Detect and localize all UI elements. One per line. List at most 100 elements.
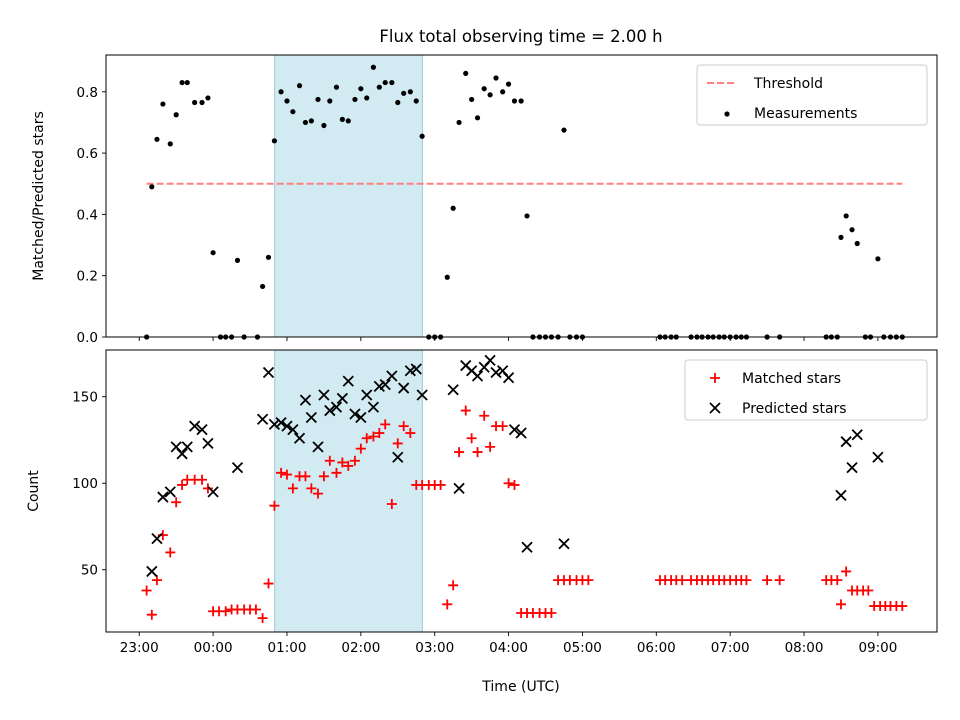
matched-star-point [546,607,557,618]
measurement-point [259,283,266,290]
matched-star-point [281,469,292,480]
predicted-star-point [502,372,515,384]
matched-star-point [509,479,520,490]
matched-star-point [841,566,852,577]
predicted-star-point [312,441,324,453]
matched-star-point [386,498,397,509]
y-tick-label: 0.2 [77,269,98,285]
measurement-point [302,119,309,126]
measurement-point [838,234,844,240]
measurement-point [376,84,382,90]
measurement-point [561,127,567,133]
measurement-point [389,79,395,86]
matched-star-point [165,547,176,558]
matched-star-point [324,455,335,466]
measurement-point [518,98,524,104]
x-tick-label: 06:00 [637,640,676,656]
observing-interval-shade [274,54,423,338]
matched-star-point [466,433,477,444]
measurement-point [315,96,321,103]
matched-star-point [146,609,157,620]
matched-star-point [361,433,372,444]
measurement-point [511,98,518,104]
measurement-point [469,96,475,103]
predicted-star-point [207,486,219,498]
matched-star-point [349,455,360,466]
matched-star-point [497,421,508,432]
measurement-point [500,89,506,95]
matched-star-point [151,575,162,586]
measurement-point [199,99,205,106]
predicted-star-point [275,417,287,429]
predicted-star-point [318,389,330,401]
measurement-point [524,213,530,219]
measurement-point [339,116,345,122]
matched-star-point [863,585,874,596]
measurement-point [296,83,303,89]
matched-star-point [141,585,152,596]
x-tick-label: 05:00 [563,640,602,656]
matched-star-point [287,483,298,494]
predicted-star-point [293,432,306,444]
matched-star-point [300,471,311,482]
matched-star-point [677,575,688,586]
predicted-star-point [164,486,176,498]
matched-star-point [405,428,416,439]
predicted-star-point [379,378,391,391]
figure-title: Flux total observing time = 2.00 h [379,27,662,46]
matched-star-point [398,421,409,432]
matched-star-point [472,447,483,458]
matched-star-point [503,478,514,489]
matched-star-point [374,428,385,439]
predicted-star-point [287,423,299,436]
measurement-point [370,64,376,70]
y-tick-label: 0.0 [77,330,98,346]
matched-star-point [306,483,317,494]
predicted-star-point [256,413,269,425]
predicted-star-point [202,437,214,450]
matched-star-point [312,488,323,499]
matched-star-point [479,410,490,421]
y-tick-label: 0.4 [77,207,98,223]
matched-star-point [392,438,403,449]
predicted-star-point [146,565,158,578]
matched-star-point [197,474,208,485]
observing-interval-shade [274,349,423,633]
measurement-point [456,119,462,126]
measurement-point [278,89,284,95]
measurement-point [284,98,290,104]
axes-frame [105,54,938,338]
x-tick-label: 08:00 [785,640,824,656]
measurement-point [167,141,173,147]
predicted-star-point [416,389,428,401]
y-tick-label: 150 [72,390,98,406]
legend: Matched stars Predicted stars [684,359,928,421]
measurement-point [450,205,456,211]
measurement-point [321,122,327,129]
matched-star-point [454,447,465,458]
predicted-star-point [349,408,361,420]
measurement-point [210,250,216,256]
legend-box [684,359,928,421]
predicted-star-point [299,394,312,406]
x-axis-label: Time (UTC) [481,679,559,695]
legend: Threshold Measurements [696,64,928,126]
matched-star-point [269,500,280,511]
predicted-star-point [342,375,354,387]
matched-star-point [263,578,274,589]
predicted-star-point [361,389,373,401]
legend-label: Measurements [754,106,857,122]
x-tick-label: 02:00 [341,640,380,656]
predicted-star-point [851,429,863,441]
predicted-star-point [268,418,281,431]
measurement-point [308,118,314,124]
measurement-point [271,138,278,144]
predicted-star-point [336,392,349,405]
measurement-point [413,98,419,104]
measurement-point [843,213,849,219]
matched-star-point [485,441,496,452]
measurement-point [160,101,166,107]
matched-star-point [177,479,188,490]
measurement-point [493,75,499,81]
